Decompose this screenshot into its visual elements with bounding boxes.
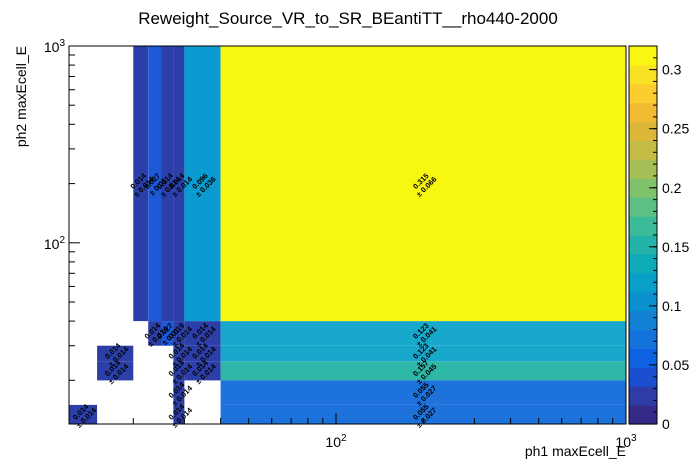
colorbar-band [629,329,657,349]
colorbar-band [629,178,657,198]
heatmap-cell [173,380,185,405]
colorbar-band [629,121,657,142]
plot-frame [68,45,627,425]
x-axis-label: ph1 maxEcell_E [525,443,626,459]
colorbar-tick-label: 0.15 [662,239,689,255]
colorbar-tick-label: 0.1 [662,298,682,314]
y-axis-label: ph2 maxEcell_E [13,46,29,147]
heatmap-cell [220,380,626,405]
colorbar-band [629,102,657,123]
colorbar-band [629,272,657,293]
colorbar-tick-label: 0.25 [662,121,689,137]
heatmap-cell [173,46,185,322]
heatmap-cell [184,345,221,362]
heatmap-cell [69,404,98,424]
colorbar-tick-label: 0.2 [662,180,682,196]
heatmap-cells [69,46,626,424]
heatmap-cell [220,46,626,322]
heatmap-cell [148,321,162,346]
heatmap-cell [97,361,134,381]
colorbar-band [629,348,657,368]
colorbar: 0 0.05 0.1 0.15 0.2 0.25 0.3 [628,45,689,432]
y-tick-label: 102 [44,235,66,252]
heatmap-cell [220,321,626,346]
colorbar-band [629,216,657,236]
colorbar-band [629,64,657,85]
heatmap-cell [97,345,134,362]
x-tick-label: 103 [615,433,637,450]
axes: 102 103 102 103 [44,38,637,450]
heatmap-cell [184,361,221,381]
heatmap-cell [184,321,221,346]
heatmap-cell [173,404,185,424]
heatmap-cell [133,46,149,322]
colorbar-tick-label: 0.3 [662,62,682,78]
heatmap-cell [220,345,626,362]
colorbar-band [629,405,657,425]
colorbar-band [629,386,657,406]
chart-title: Reweight_Source_VR_to_SR_BEantiTT__rho44… [138,9,558,28]
cell-label: 0.014± 0.014 [167,380,195,408]
x-tick-label: 102 [325,433,347,450]
colorbar-band [629,197,657,217]
heatmap-cell [220,404,626,424]
colorbar-band [629,235,657,255]
colorbar-band [629,46,657,66]
colorbar-tick-label: 0 [662,416,670,432]
heatmap-cell [161,321,174,346]
colorbar-band [629,83,657,104]
colorbar-band [629,310,657,331]
colorbar-band [629,253,657,274]
heatmap-cell [173,361,185,381]
heatmap-cell [148,46,162,322]
colorbar-band [629,291,657,312]
heatmap-cell [161,46,174,322]
heatmap-cell [220,361,626,381]
y-tick-label: 103 [44,38,66,55]
heatmap-cell [184,46,221,322]
heatmap-cell [173,321,185,346]
colorbar-band [629,140,657,160]
colorbar-band [629,159,657,179]
colorbar-tick-label: 0.05 [662,357,689,373]
heatmap-cell [173,345,185,362]
colorbar-band [629,367,657,387]
